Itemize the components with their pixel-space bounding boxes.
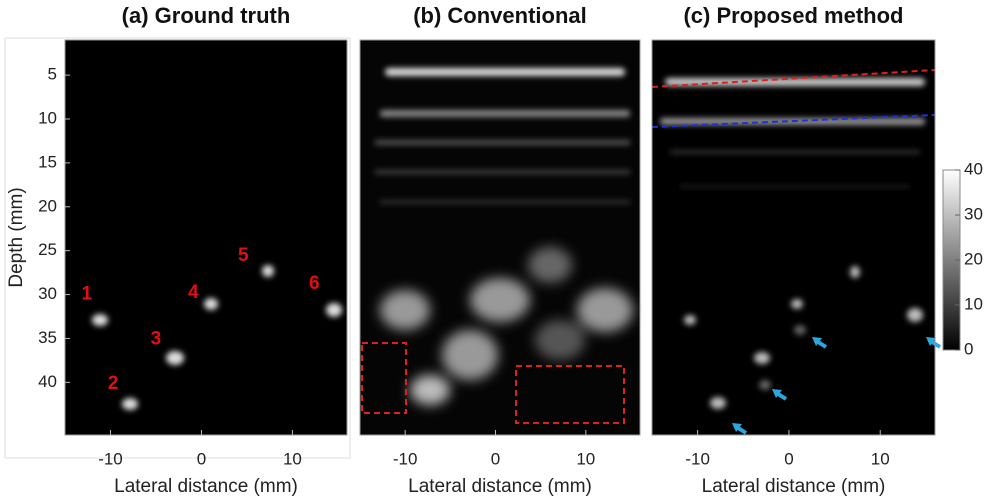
x-tick-label: 10 [576,449,595,468]
y-axis-label: Depth (mm) [6,187,27,287]
panel-title: (b) Conventional [413,3,587,28]
x-tick-label: -10 [685,449,710,468]
x-tick-label: 10 [283,449,302,468]
x-tick-label: 0 [784,449,793,468]
colorbar-tick-label: 20 [964,249,983,268]
y-tick-label: 15 [38,152,57,171]
annotation: 6 [309,273,320,294]
y-tick-label: 10 [38,108,57,127]
x-tick-label: 10 [871,449,890,468]
figure: (a) Ground truth-10010510152025303540Lat… [0,0,993,499]
x-tick-label: 0 [491,449,500,468]
panel-title: (c) Proposed method [683,3,903,28]
y-tick-label: 20 [38,196,57,215]
x-tick-label: -10 [393,449,418,468]
colorbar-tick-label: 40 [964,159,983,178]
annotation: 1 [82,284,93,305]
annotation: 2 [108,373,119,394]
colorbar-tick-label: 0 [964,339,973,358]
y-tick-label: 5 [48,65,57,84]
y-tick-label: 30 [38,284,57,303]
image-b [360,40,640,435]
annotation: 3 [151,328,162,349]
annotation: 4 [188,282,199,303]
y-tick-label: 40 [38,372,57,391]
y-tick-label: 35 [38,328,57,347]
annotation: 5 [238,245,249,266]
x-axis-label: Lateral distance (mm) [408,476,592,497]
colorbar-tick-label: 10 [964,294,983,313]
x-axis-label: Lateral distance (mm) [114,476,298,497]
x-tick-label: -10 [98,449,123,468]
panel-title: (a) Ground truth [122,3,291,28]
x-tick-label: 0 [197,449,206,468]
x-axis-label: Lateral distance (mm) [702,476,886,497]
y-tick-label: 25 [38,240,57,259]
colorbar-tick-label: 30 [964,204,983,223]
image-c [652,40,935,435]
